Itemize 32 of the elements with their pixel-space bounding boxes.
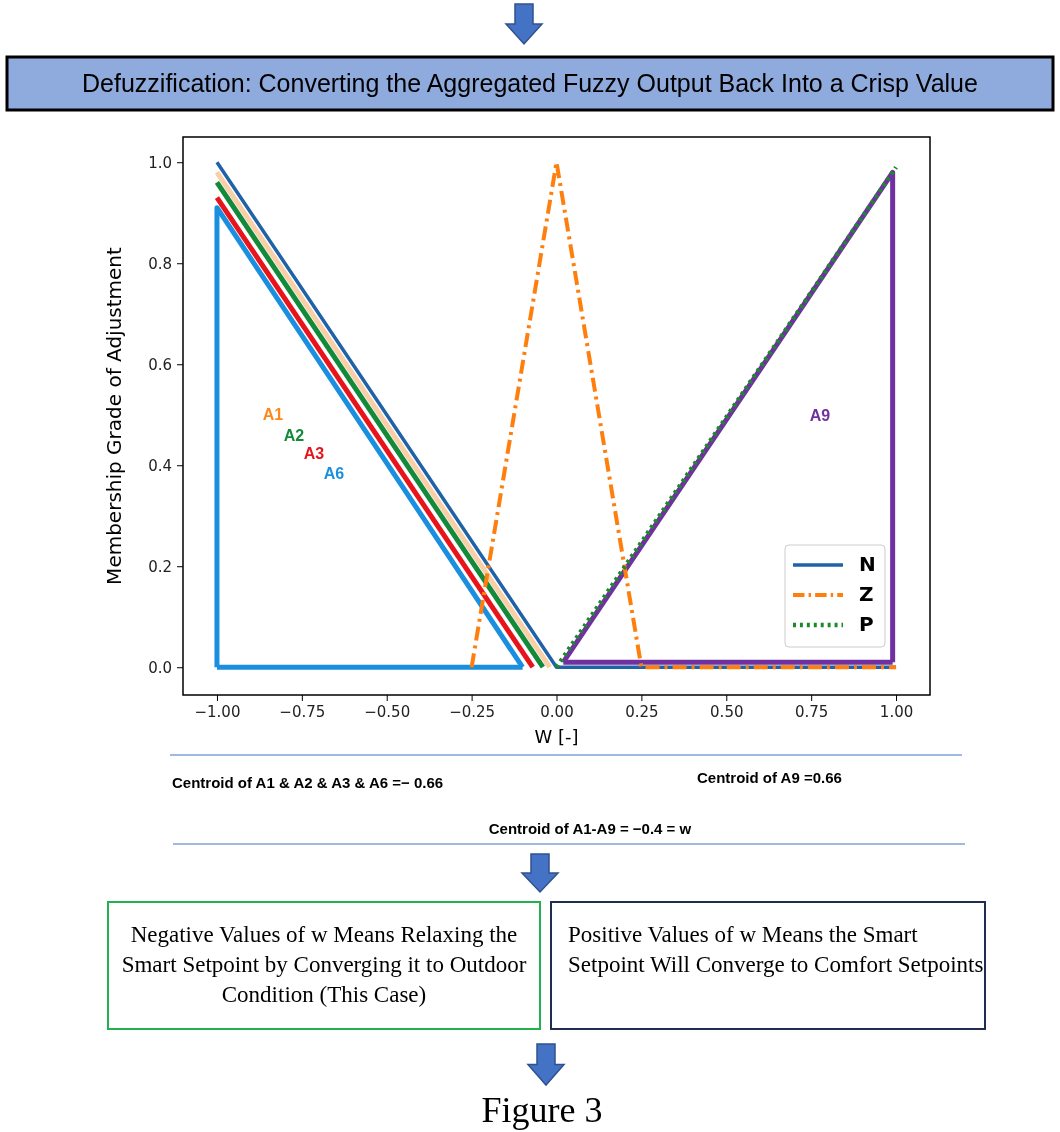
text: Negative Values of w Means Relaxing the Smart Setpoint by Converging it to Outdoor Condition (This Case) [121, 922, 527, 1007]
annotation: A1 [262, 406, 284, 424]
y-tick-label: 0.8 [148, 254, 172, 273]
x-tick-label: 0.25 [625, 702, 659, 721]
x-tick-label: −0.25 [449, 702, 496, 721]
annotation: A2 [283, 427, 305, 445]
legend-label: P [859, 611, 874, 636]
legend-label: N [859, 551, 876, 576]
x-tick-label: 0.50 [710, 702, 744, 721]
chart-title: Defuzzification: Converting the Aggregated Fuzzy Output Back Into a Crisp Value [82, 69, 978, 97]
annotation: A3 [303, 445, 325, 463]
x-tick-label: −0.75 [279, 702, 326, 721]
x-tick-label: −1.00 [194, 702, 241, 721]
text: Centroid of A1-A9 = −0.4 = w [488, 820, 692, 837]
text: Centroid of A9 =0.66 [697, 769, 842, 786]
text: Centroid of A1 & A2 & A3 & A6 =− 0.66 [172, 774, 444, 791]
x-tick-label: 1.00 [879, 702, 914, 721]
annotation: A6 [323, 465, 345, 483]
caption: Figure 3 [481, 1090, 603, 1130]
x-tick-label: 0.75 [794, 702, 829, 721]
legend-label: Z [859, 581, 874, 606]
y-tick-label: 0.4 [148, 456, 172, 475]
text: Positive Values of w Means the Smart Setpoint Will Converge to Comfort Setpoints [568, 922, 984, 977]
x-axis-title: W [-] [534, 726, 579, 747]
y-tick-label: 1.0 [148, 153, 172, 172]
annotation: A9 [809, 407, 831, 425]
x-tick-label: −0.50 [364, 702, 411, 721]
x-tick-label: 0.00 [540, 702, 574, 721]
y-tick-label: 0.6 [148, 355, 172, 374]
y-axis-title: Membership Grade of Adjustment [102, 246, 126, 585]
y-tick-label: 0.2 [148, 557, 172, 576]
y-tick-label: 0.0 [148, 658, 172, 677]
